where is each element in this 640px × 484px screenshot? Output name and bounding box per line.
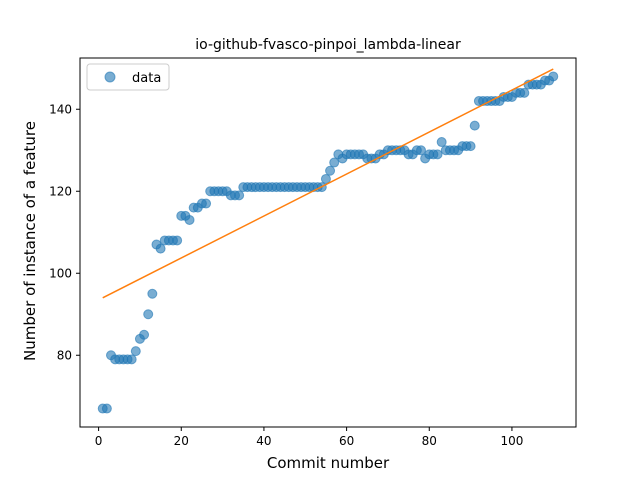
- data-point: [155, 243, 166, 254]
- data-point: [519, 87, 530, 98]
- data-point: [130, 346, 141, 357]
- x-tick-label: 80: [422, 434, 437, 448]
- data-point: [201, 198, 212, 209]
- data-point: [432, 149, 443, 160]
- data-point: [184, 214, 195, 225]
- data-point: [147, 288, 158, 299]
- legend-label-data: data: [132, 71, 161, 86]
- data-point: [143, 309, 154, 320]
- legend-box: [86, 63, 170, 91]
- fit-line: [102, 68, 554, 299]
- chart-title: io-github-fvasco-pinpoi_lambda-linear: [195, 37, 461, 53]
- x-tick-label: 20: [174, 434, 189, 448]
- data-point: [234, 190, 245, 201]
- legend-marker-data: [104, 71, 116, 83]
- plot-area: 0 20 40 60 80 100 80 100 120 140: [49, 57, 577, 448]
- x-tick-label: 100: [500, 434, 523, 448]
- x-tick-label: 0: [95, 434, 103, 448]
- data-point: [325, 165, 336, 176]
- y-axis-label: Number of instance of a feature: [21, 121, 39, 361]
- y-tick-label: 100: [49, 266, 72, 280]
- y-tick-label: 140: [49, 102, 72, 116]
- data-point: [548, 71, 559, 82]
- data-point: [469, 120, 480, 131]
- x-tick-label: 40: [256, 434, 271, 448]
- data-point: [416, 145, 426, 156]
- data-point: [329, 157, 340, 168]
- x-axis-label: Commit number: [267, 454, 390, 472]
- data-point: [126, 354, 137, 365]
- data-point: [320, 173, 331, 184]
- x-tick-label: 60: [339, 434, 354, 448]
- data-point: [101, 403, 112, 414]
- legend: data: [86, 63, 170, 91]
- data-point: [436, 137, 447, 148]
- y-tick-label: 80: [57, 348, 72, 362]
- data-point: [139, 329, 150, 340]
- axes-frame: [79, 57, 577, 428]
- y-tick-label: 120: [49, 184, 72, 198]
- data-point: [465, 141, 476, 152]
- data-point: [172, 235, 183, 246]
